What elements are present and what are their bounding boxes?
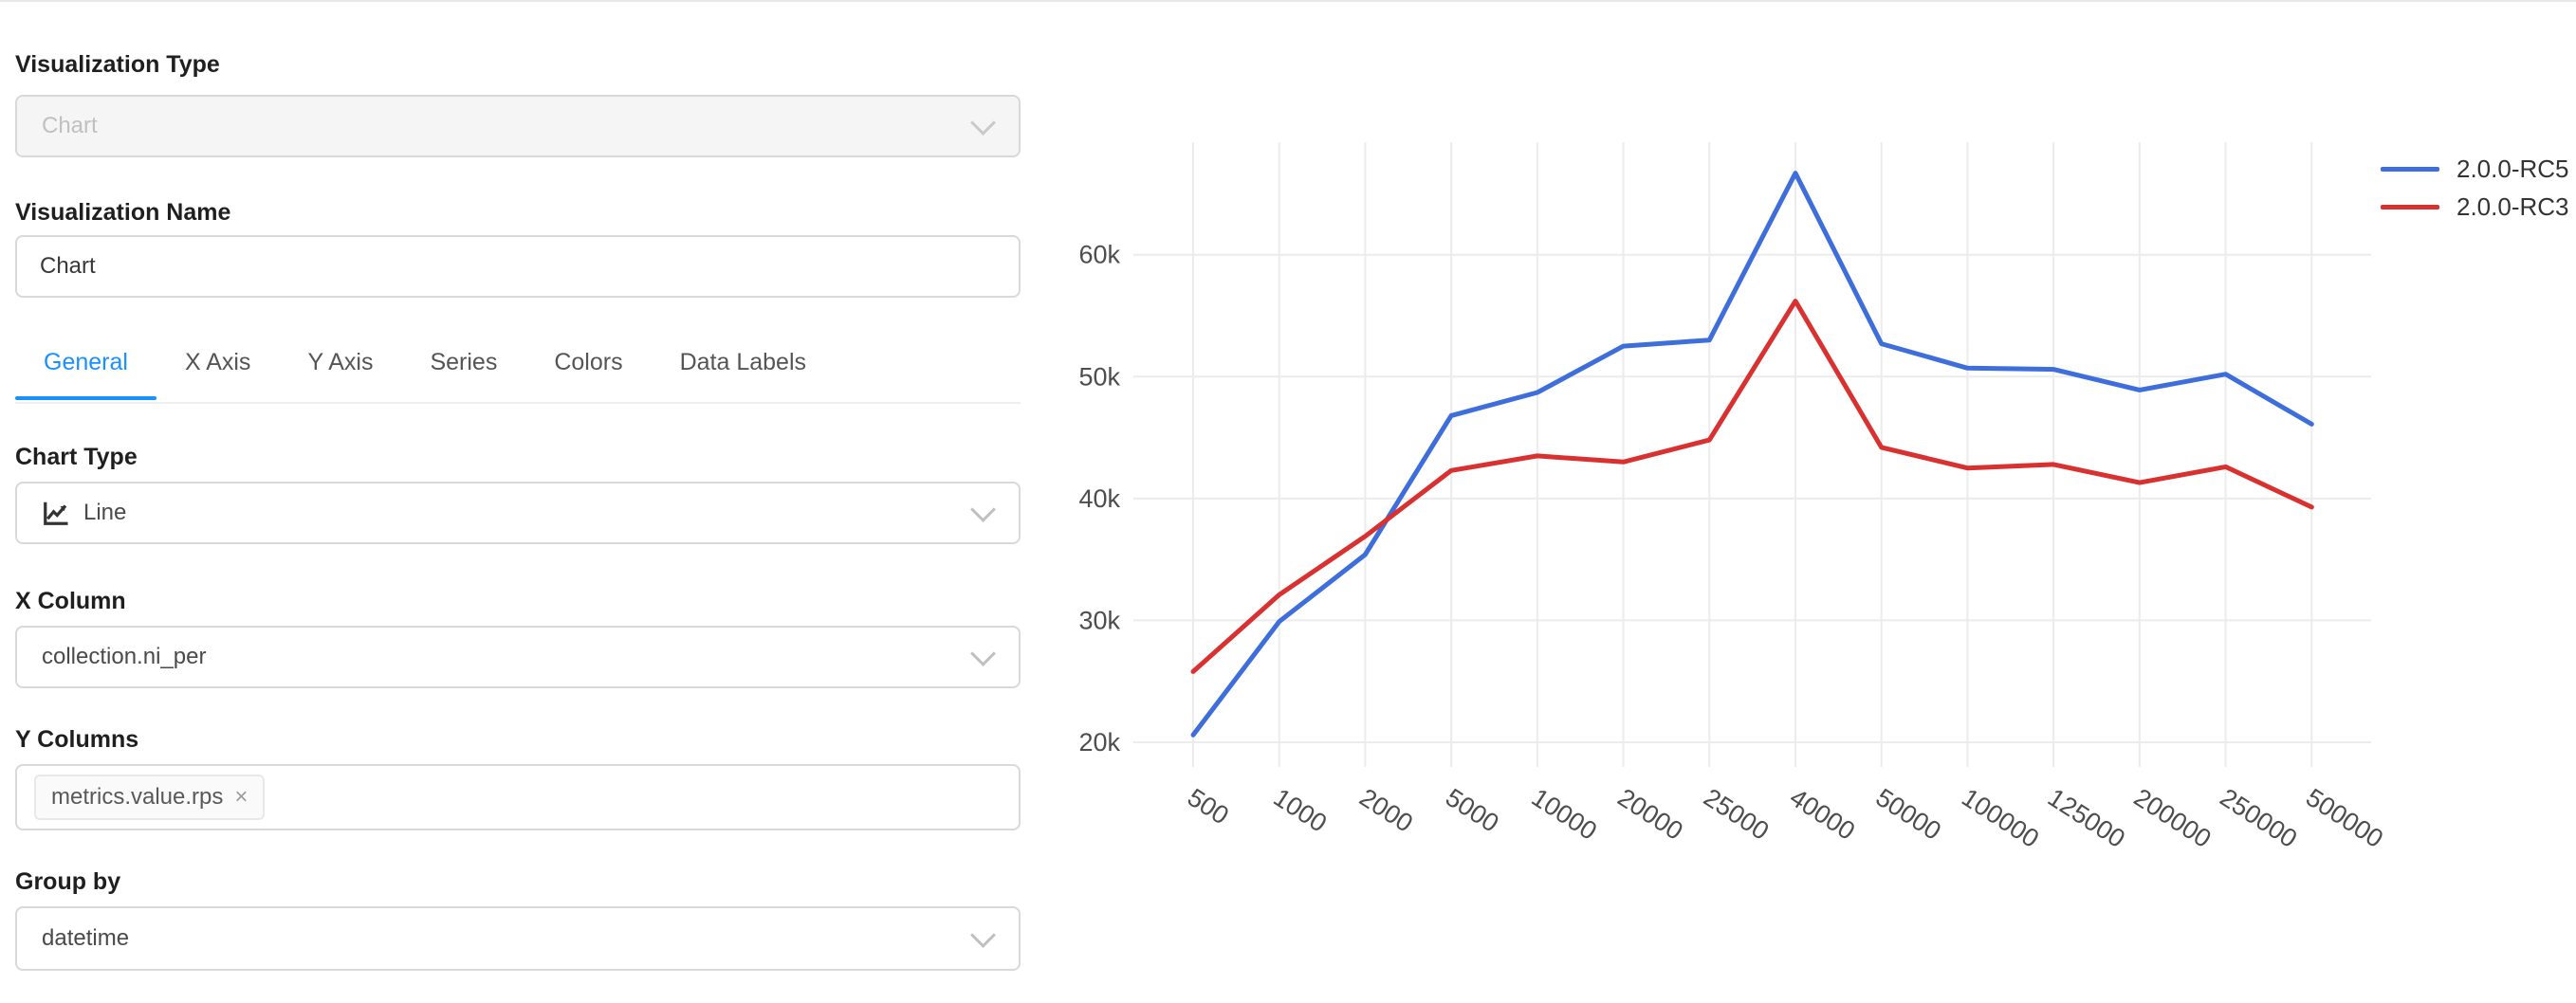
y-columns-select[interactable]: metrics.value.rps × [15, 764, 1021, 830]
y-tick-label: 40k [1078, 484, 1120, 513]
tab-data-labels[interactable]: Data Labels [679, 349, 807, 375]
group-by-value: datetime [42, 925, 130, 951]
legend-item-2.0.0-RC5[interactable]: 2.0.0-RC5 [2381, 150, 2569, 188]
group-by-select[interactable]: datetime [15, 906, 1021, 971]
x-tick-label: 40000 [1785, 783, 1860, 846]
x-tick-label: 100000 [1957, 783, 2044, 853]
x-tick-label: 10000 [1527, 783, 1602, 846]
line-chart-icon [44, 502, 68, 525]
legend-label: 2.0.0-RC5 [2456, 154, 2569, 183]
y-column-tag: metrics.value.rps × [34, 775, 266, 820]
chart-type-select[interactable]: Line [15, 482, 1021, 544]
series-line-2.0.0-RC3 [1190, 299, 2314, 674]
x-tick-label: 50000 [1870, 783, 1945, 846]
y-columns-label: Y Columns [15, 726, 139, 753]
y-tick-label: 30k [1078, 606, 1120, 634]
tab-x-axis[interactable]: X Axis [184, 349, 251, 375]
tabs-baseline [15, 402, 1021, 404]
group-by-label: Group by [15, 868, 121, 895]
chevron-down-icon [970, 497, 996, 522]
chart-type-label: Chart Type [15, 444, 138, 470]
x-column-value: collection.ni_per [42, 644, 207, 669]
y-tick-label: 60k [1078, 241, 1120, 269]
line-chart[interactable]: 20k 30k 40k 50k 60k 500 1000 2000 5000 10000 20000… [1043, 0, 2576, 1003]
x-tick-label: 500 [1183, 783, 1234, 830]
x-tick-label: 5000 [1441, 783, 1504, 838]
x-tick-label: 250000 [2215, 783, 2302, 853]
tab-y-axis[interactable]: Y Axis [307, 349, 374, 375]
chevron-down-icon [970, 110, 996, 136]
x-column-select[interactable]: collection.ni_per [15, 626, 1021, 688]
legend-line-swatch [2381, 204, 2439, 210]
series-line-2.0.0-RC5 [1190, 171, 2314, 738]
legend-line-swatch [2381, 166, 2439, 172]
x-tick-label: 25000 [1699, 783, 1774, 846]
chart-legend: 2.0.0-RC5 2.0.0-RC3 [2381, 150, 2569, 226]
legend-label: 2.0.0-RC3 [2456, 191, 2569, 221]
tab-series[interactable]: Series [430, 349, 498, 375]
chart-type-value: Line [83, 500, 127, 525]
visualization-editor-panel: Visualization Type Chart Visualization N… [15, 0, 1022, 1003]
x-tick-label: 500000 [2301, 783, 2388, 853]
visualization-type-select[interactable]: Chart [15, 95, 1021, 157]
visualization-type-value: Chart [42, 113, 98, 138]
tab-colors[interactable]: Colors [554, 349, 623, 375]
x-tick-label: 125000 [2043, 783, 2130, 853]
visualization-name-label: Visualization Name [15, 199, 231, 226]
editor-tabs: General X Axis Y Axis Series Colors Data Labe… [15, 343, 835, 400]
x-tick-label: 1000 [1268, 783, 1332, 838]
x-tick-label: 2000 [1354, 783, 1418, 838]
page-top-border [0, 0, 2576, 2]
x-tick-label: 20000 [1612, 783, 1687, 846]
x-tick-label: 200000 [2129, 783, 2217, 853]
tab-general[interactable]: General [15, 343, 156, 400]
legend-item-2.0.0-RC3[interactable]: 2.0.0-RC3 [2381, 188, 2569, 226]
visualization-name-input[interactable] [15, 235, 1021, 298]
y-tick-label: 20k [1078, 728, 1120, 757]
tag-close-icon[interactable]: × [234, 784, 248, 810]
chevron-down-icon [970, 922, 996, 948]
y-tick-label: 50k [1078, 362, 1120, 391]
x-column-label: X Column [15, 588, 126, 614]
y-column-tag-text: metrics.value.rps [51, 784, 224, 810]
chevron-down-icon [970, 641, 996, 666]
visualization-type-label: Visualization Type [15, 51, 220, 78]
